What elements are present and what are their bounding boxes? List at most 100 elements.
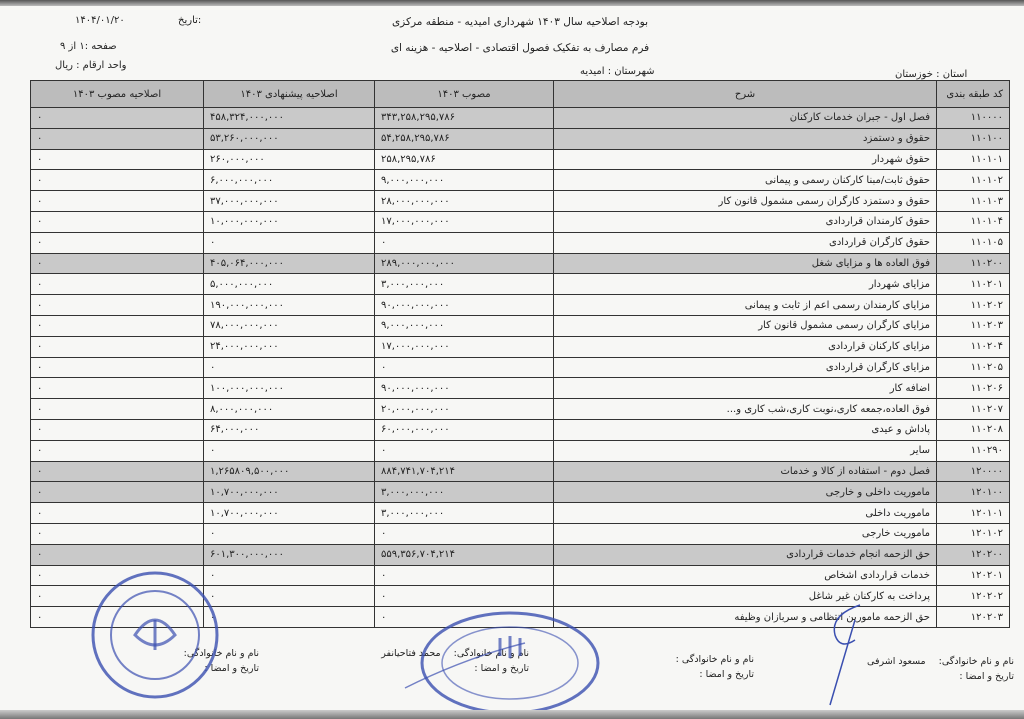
- row-proposed: ۱۰,۷۰۰,۰۰۰,۰۰۰: [203, 502, 375, 524]
- row-proposed: ۱۹۰,۰۰۰,۰۰۰,۰۰۰: [203, 294, 375, 316]
- signature-name-label: نام و نام خانوادگی :: [675, 654, 754, 665]
- column-header-approved: مصوب ۱۴۰۳: [374, 80, 554, 108]
- row-proposed: ۴۰۵,۰۶۴,۰۰۰,۰۰۰: [203, 252, 375, 275]
- row-approved: ۳,۰۰۰,۰۰۰,۰۰۰: [374, 273, 554, 296]
- row-code: ۱۲۰۰۰۰: [936, 460, 1010, 483]
- row-code: ۱۱۰۲۰۱: [936, 273, 1010, 296]
- row-description: سایر: [553, 439, 937, 462]
- signature-date-label: تاریخ و امضا :: [959, 671, 1014, 682]
- row-final: ۰: [30, 107, 204, 129]
- row-code: ۱۱۰۲۰۸: [936, 418, 1010, 441]
- table-row: ۱۲۰۱۰۲ ماموریت خارجی ۰ ۰ ۰: [30, 522, 1010, 545]
- row-code: ۱۱۰۱۰۴: [936, 210, 1010, 233]
- row-approved: ۲۰,۰۰۰,۰۰۰,۰۰۰: [374, 398, 554, 420]
- row-description: ماموریت خارجی: [553, 522, 937, 545]
- row-approved: ۹۰,۰۰۰,۰۰۰,۰۰۰: [374, 377, 554, 400]
- table-row: ۱۲۰۱۰۱ ماموریت داخلی ۳,۰۰۰,۰۰۰,۰۰۰ ۱۰,۷۰۰,۰…: [30, 502, 1010, 524]
- row-proposed: ۴۵۸,۳۲۴,۰۰۰,۰۰۰: [203, 107, 375, 129]
- page-subtitle: فرم مصارف به تفکیک فصول اقتصادی - اصلاحی…: [390, 42, 650, 54]
- row-final: ۰: [30, 502, 204, 524]
- table-row: ۱۱۰۲۹۰ سایر ۰ ۰ ۰: [30, 439, 1010, 462]
- row-code: ۱۲۰۱۰۱: [936, 502, 1010, 524]
- council-stamp-icon: [91, 571, 219, 699]
- row-description: مزایای کارمندان رسمی اعم از ثابت و پیمان…: [553, 294, 937, 316]
- table-row: ۱۱۰۰۰۰ فصل اول - جبران خدمات کارکنان ۳۴۳,۲…: [30, 107, 1010, 129]
- row-approved: ۹,۰۰۰,۰۰۰,۰۰۰: [374, 314, 554, 337]
- table-row: ۱۱۰۲۰۲ مزایای کارمندان رسمی اعم از ثابت و…: [30, 294, 1010, 316]
- row-proposed: ۲۶۰,۰۰۰,۰۰۰: [203, 148, 375, 171]
- row-proposed: ۰: [203, 522, 375, 545]
- table-row: ۱۱۰۲۰۷ فوق العاده،جمعه کاری،نوبت کاری،شب …: [30, 398, 1010, 420]
- row-approved: ۰: [374, 439, 554, 462]
- row-code: ۱۲۰۱۰۲: [936, 522, 1010, 545]
- province-label: استان : خوزستان: [895, 69, 968, 80]
- row-code: ۱۲۰۲۰۱: [936, 564, 1010, 587]
- row-code: ۱۱۰۲۰۵: [936, 356, 1010, 379]
- row-approved: ۳۴۳,۲۵۸,۲۹۵,۷۸۶: [374, 107, 554, 129]
- row-approved: ۹۰,۰۰۰,۰۰۰,۰۰۰: [374, 294, 554, 316]
- row-code: ۱۱۰۱۰۳: [936, 190, 1010, 212]
- table-row: ۱۱۰۲۰۸ پاداش و عیدی ۶۰,۰۰۰,۰۰۰,۰۰۰ ۶۴,۰۰۰,۰…: [30, 418, 1010, 441]
- signature-date-label: تاریخ و امضا :: [474, 663, 529, 674]
- row-final: ۰: [30, 127, 204, 150]
- row-final: ۰: [30, 190, 204, 212]
- row-description: فصل دوم - استفاده از کالا و خدمات: [553, 460, 937, 483]
- row-proposed: ۲۴,۰۰۰,۰۰۰,۰۰۰: [203, 335, 375, 358]
- row-final: ۰: [30, 398, 204, 420]
- row-description: حق الزحمه مامورین انتظامی و سربازان وظیف…: [553, 606, 937, 628]
- row-approved: ۱۷,۰۰۰,۰۰۰,۰۰۰: [374, 210, 554, 233]
- row-proposed: ۱۰۰,۰۰۰,۰۰۰,۰۰۰: [203, 377, 375, 400]
- row-proposed: ۱۰,۷۰۰,۰۰۰,۰۰۰: [203, 481, 375, 504]
- row-code: ۱۱۰۲۰۰: [936, 252, 1010, 275]
- governorate-stamp-icon: [404, 611, 600, 715]
- date-value: ۱۴۰۴/۰۱/۲۰: [75, 15, 125, 26]
- row-code: ۱۱۰۱۰۵: [936, 231, 1010, 254]
- row-code: ۱۱۰۱۰۱: [936, 148, 1010, 171]
- scan-edge-bottom: [0, 710, 1024, 719]
- row-approved: ۳,۰۰۰,۰۰۰,۰۰۰: [374, 502, 554, 524]
- row-description: مزایای شهردار: [553, 273, 937, 296]
- row-approved: ۰: [374, 564, 554, 587]
- signature-block-1: نام و نام خانوادگی: مسعود اشرفی تاریخ و …: [867, 654, 1014, 684]
- row-final: ۰: [30, 543, 204, 566]
- row-final: ۰: [30, 522, 204, 545]
- row-approved: ۸۸۴,۷۴۱,۷۰۴,۲۱۴: [374, 460, 554, 483]
- row-code: ۱۲۰۲۰۳: [936, 606, 1010, 628]
- table-row: ۱۱۰۲۰۶ اضافه کار ۹۰,۰۰۰,۰۰۰,۰۰۰ ۱۰۰,۰۰۰,۰۰۰…: [30, 377, 1010, 400]
- table-row: ۱۲۰۱۰۰ ماموریت داخلی و خارجی ۳,۰۰۰,۰۰۰,۰۰۰…: [30, 481, 1010, 504]
- row-proposed: ۵۳,۲۶۰,۰۰۰,۰۰۰: [203, 127, 375, 150]
- signature-name-label: نام و نام خانوادگی:: [183, 648, 259, 659]
- row-code: ۱۲۰۲۰۰: [936, 543, 1010, 566]
- row-final: ۰: [30, 377, 204, 400]
- row-description: فوق العاده ها و مزایای شغل: [553, 252, 937, 275]
- row-description: مزایای کارگران قراردادی: [553, 356, 937, 379]
- row-approved: ۶۰,۰۰۰,۰۰۰,۰۰۰: [374, 418, 554, 441]
- row-approved: ۱۷,۰۰۰,۰۰۰,۰۰۰: [374, 335, 554, 358]
- row-description: حقوق کارمندان قراردادی: [553, 210, 937, 233]
- row-approved: ۵۴,۲۵۸,۲۹۵,۷۸۶: [374, 127, 554, 150]
- row-code: ۱۱۰۲۰۷: [936, 398, 1010, 420]
- row-proposed: ۱۰,۰۰۰,۰۰۰,۰۰۰: [203, 210, 375, 233]
- row-code: ۱۲۰۲۰۲: [936, 585, 1010, 608]
- row-final: ۰: [30, 231, 204, 254]
- table-row: ۱۱۰۱۰۲ حقوق ثابت/مبنا کارکنان رسمی و پیما…: [30, 169, 1010, 192]
- table-row: ۱۱۰۱۰۰ حقوق و دستمزد ۵۴,۲۵۸,۲۹۵,۷۸۶ ۵۳,۲۶۰,…: [30, 127, 1010, 150]
- row-proposed: ۰: [203, 585, 375, 608]
- table-row: ۱۱۰۱۰۵ حقوق کارگران قراردادی ۰ ۰ ۰: [30, 231, 1010, 254]
- signature-date-label: تاریخ و امضا :: [204, 663, 259, 674]
- row-approved: ۰: [374, 356, 554, 379]
- table-row: ۱۱۰۲۰۴ مزایای کارکنان قراردادی ۱۷,۰۰۰,۰۰۰,…: [30, 335, 1010, 358]
- table-row: ۱۱۰۲۰۰ فوق العاده ها و مزایای شغل ۲۸۹,۰۰۰,…: [30, 252, 1010, 275]
- row-description: ماموریت داخلی و خارجی: [553, 481, 937, 504]
- signature-name: محمد فتاحیانفر: [381, 648, 441, 659]
- signature-name-label: نام و نام خانوادگی:: [938, 656, 1014, 667]
- row-proposed: ۶۴,۰۰۰,۰۰۰: [203, 418, 375, 441]
- row-proposed: ۷۸,۰۰۰,۰۰۰,۰۰۰: [203, 314, 375, 337]
- row-description: خدمات قراردادی اشخاص: [553, 564, 937, 587]
- table-row: ۱۱۰۲۰۳ مزایای کارگران رسمی مشمول قانون کا…: [30, 314, 1010, 337]
- row-proposed: ۰: [203, 231, 375, 254]
- row-code: ۱۱۰۱۰۲: [936, 169, 1010, 192]
- table-row: ۱۲۰۲۰۰ حق الزحمه انجام خدمات قراردادی ۵۵۹,…: [30, 543, 1010, 566]
- row-description: مزایای کارکنان قراردادی: [553, 335, 937, 358]
- table-row: ۱۱۰۲۰۵ مزایای کارگران قراردادی ۰ ۰ ۰: [30, 356, 1010, 379]
